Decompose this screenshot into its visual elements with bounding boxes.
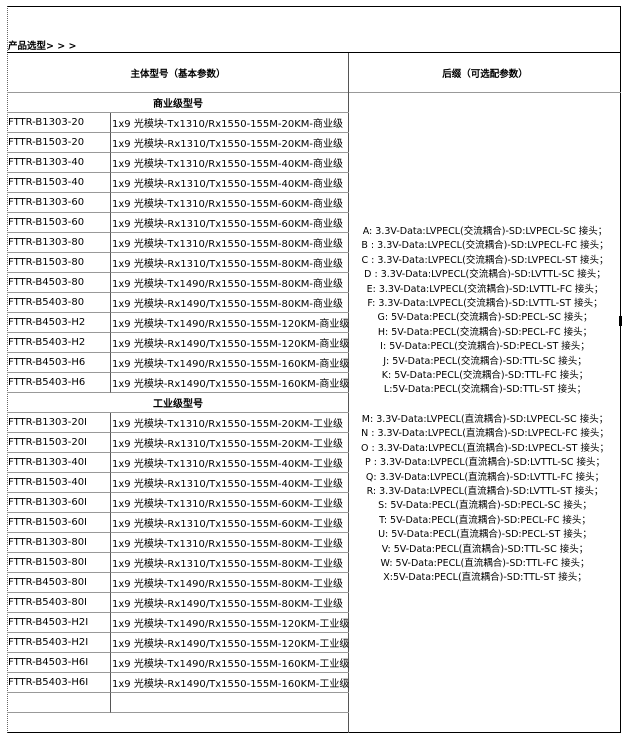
suffix-option: V: 5V-Data:PECL(直流耦合)-SD:TTL-SC 接头； — [381, 543, 589, 555]
cell-cursor — [619, 316, 622, 326]
model-cell[interactable]: FTTR-B1303-40I — [7, 453, 111, 473]
description-cell[interactable]: 1x9 光模块-Rx1490/Tx1550-155M-80KM-商业级 — [111, 293, 349, 313]
suffix-option: R: 3.3V-Data:LVPECL(直流耦合)-SD:LVTTL-ST 接头… — [366, 486, 604, 498]
column-divider — [348, 53, 349, 733]
model-cell[interactable]: FTTR-B4503-H6 — [7, 353, 111, 373]
model-cell[interactable]: FTTR-B1503-60 — [7, 213, 111, 233]
suffix-option: G: 5V-Data:PECL(交流耦合)-SD:PECL-SC 接头； — [377, 312, 593, 324]
model-cell[interactable]: FTTR-B1303-60 — [7, 193, 111, 213]
suffix-option: X:5V-Data:PECL(直流耦合)-SD:TTL-ST 接头； — [383, 572, 587, 584]
description-cell[interactable]: 1x9 光模块-Rx1310/Tx1550-155M-60KM-商业级 — [111, 213, 349, 233]
description-cell[interactable]: 1x9 光模块-Tx1490/Rx1550-155M-120KM-工业级 — [111, 613, 349, 633]
empty-cell[interactable] — [111, 693, 349, 713]
empty-cell[interactable] — [7, 693, 111, 713]
suffix-option: W: 5V-Data:PECL(直流耦合)-SD:TTL-FC 接头； — [380, 558, 590, 570]
model-cell[interactable]: FTTR-B1503-20 — [7, 133, 111, 153]
model-cell[interactable]: FTTR-B5403-80 — [7, 293, 111, 313]
model-cell[interactable]: FTTR-B1303-20I — [7, 413, 111, 433]
description-cell[interactable]: 1x9 光模块-Rx1310/Tx1550-155M-40KM-工业级 — [111, 473, 349, 493]
suffix-option: A: 3.3V-Data:LVPECL(交流耦合)-SD:LVPECL-SC 接… — [362, 226, 608, 237]
suffix-option: D : 3.3V-Data:LVPECL(交流耦合)-SD:LVTTL-SC 接… — [364, 269, 606, 281]
description-cell[interactable]: 1x9 光模块-Rx1490/Tx1550-155M-160KM-工业级 — [111, 673, 349, 693]
model-cell[interactable]: FTTR-B4503-80 — [7, 273, 111, 293]
suffix-option: U: 5V-Data:PECL(直流耦合)-SD:PECL-ST 接头； — [378, 529, 592, 541]
model-cell[interactable]: FTTR-B4503-80I — [7, 573, 111, 593]
model-cell[interactable]: FTTR-B5403-H6I — [7, 673, 111, 693]
model-cell[interactable]: FTTR-B4503-H2 — [7, 313, 111, 333]
description-cell[interactable]: 1x9 光模块-Rx1310/Tx1550-155M-80KM-工业级 — [111, 553, 349, 573]
suffix-option: O : 3.3V-Data:LVPECL(直流耦合)-SD:LVPECL-ST … — [361, 442, 609, 454]
suffix-option: E: 3.3V-Data:LVPECL(交流耦合)-SD:LVTTL-FC 接头… — [366, 283, 604, 295]
section-title: 产品选型> > > — [8, 41, 77, 52]
spreadsheet-frame — [7, 6, 621, 733]
model-cell[interactable]: FTTR-B1503-80 — [7, 253, 111, 273]
description-cell[interactable]: 1x9 光模块-Tx1310/Rx1550-155M-20KM-商业级 — [111, 113, 349, 133]
suffix-option: M: 3.3V-Data:LVPECL(直流耦合)-SD:LVPECL-SC 接… — [361, 414, 609, 425]
description-cell[interactable]: 1x9 光模块-Tx1310/Rx1550-155M-40KM-工业级 — [111, 453, 349, 473]
suffix-option: S: 5V-Data:PECL(直流耦合)-SD:PECL-SC 接头； — [378, 500, 592, 512]
description-cell[interactable]: 1x9 光模块-Rx1310/Tx1550-155M-40KM-商业级 — [111, 173, 349, 193]
model-cell[interactable]: FTTR-B5403-H6 — [7, 373, 111, 393]
suffix-option: H: 5V-Data:PECL(交流耦合)-SD:PECL-FC 接头； — [377, 326, 593, 338]
description-cell[interactable]: 1x9 光模块-Tx1310/Rx1550-155M-60KM-商业级 — [111, 193, 349, 213]
description-cell[interactable]: 1x9 光模块-Rx1310/Tx1550-155M-20KM-商业级 — [111, 133, 349, 153]
description-cell[interactable]: 1x9 光模块-Rx1490/Tx1550-155M-80KM-工业级 — [111, 593, 349, 613]
model-cell[interactable]: FTTR-B1303-60I — [7, 493, 111, 513]
description-cell[interactable]: 1x9 光模块-Tx1310/Rx1550-155M-80KM-工业级 — [111, 533, 349, 553]
description-cell[interactable]: 1x9 光模块-Tx1310/Rx1550-155M-60KM-工业级 — [111, 493, 349, 513]
commercial-group-label[interactable]: 商业级型号 — [7, 93, 349, 113]
model-cell[interactable]: FTTR-B1303-20 — [7, 113, 111, 133]
suffix-options-dc: M: 3.3V-Data:LVPECL(直流耦合)-SD:LVPECL-SC 接… — [349, 413, 621, 586]
description-cell[interactable]: 1x9 光模块-Tx1490/Rx1550-155M-80KM-商业级 — [111, 273, 349, 293]
model-cell[interactable]: FTTR-B1503-40 — [7, 173, 111, 193]
suffix-options-ac: A: 3.3V-Data:LVPECL(交流耦合)-SD:LVPECL-SC 接… — [349, 225, 621, 398]
description-cell[interactable]: 1x9 光模块-Rx1310/Tx1550-155M-60KM-工业级 — [111, 513, 349, 533]
description-cell[interactable]: 1x9 光模块-Tx1490/Rx1550-155M-160KM-工业级 — [111, 653, 349, 673]
suffix-option: Q: 3.3V-Data:LVPECL(直流耦合)-SD:LVTTL-FC 接头… — [365, 471, 605, 483]
model-cell[interactable]: FTTR-B1303-80 — [7, 233, 111, 253]
suffix-option: L:5V-Data:PECL(交流耦合)-SD:TTL-ST 接头； — [383, 384, 587, 396]
model-cell[interactable]: FTTR-B5403-H2 — [7, 333, 111, 353]
description-cell[interactable]: 1x9 光模块-Tx1490/Rx1550-155M-160KM-商业级 — [111, 353, 349, 373]
suffix-option: B : 3.3V-Data:LVPECL(交流耦合)-SD:LVPECL-FC … — [361, 240, 609, 252]
suffix-option: I: 5V-Data:PECL(交流耦合)-SD:PECL-ST 接头； — [380, 341, 590, 353]
model-cell[interactable]: FTTR-B1503-80I — [7, 553, 111, 573]
model-cell[interactable]: FTTR-B5403-H2I — [7, 633, 111, 653]
suffix-option: P : 3.3V-Data:LVPECL(直流耦合)-SD:LVTTL-SC 接… — [364, 457, 606, 469]
suffix-option: K: 5V-Data:PECL(交流耦合)-SD:TTL-FC 接头； — [381, 370, 589, 382]
description-cell[interactable]: 1x9 光模块-Rx1490/Tx1550-155M-160KM-商业级 — [111, 373, 349, 393]
suffix-option: F: 3.3V-Data:LVPECL(交流耦合)-SD:LVTTL-ST 接头… — [367, 298, 603, 310]
description-cell[interactable]: 1x9 光模块-Tx1490/Rx1550-155M-120KM-商业级 — [111, 313, 349, 333]
model-cell[interactable]: FTTR-B1503-60I — [7, 513, 111, 533]
model-cell[interactable]: FTTR-B1303-40 — [7, 153, 111, 173]
description-cell[interactable]: 1x9 光模块-Rx1490/Tx1550-155M-120KM-商业级 — [111, 333, 349, 353]
description-cell[interactable]: 1x9 光模块-Rx1490/Tx1550-155M-120KM-工业级 — [111, 633, 349, 653]
divider — [7, 52, 621, 53]
description-cell[interactable]: 1x9 光模块-Tx1310/Rx1550-155M-40KM-商业级 — [111, 153, 349, 173]
model-cell[interactable]: FTTR-B1503-40I — [7, 473, 111, 493]
model-cell[interactable]: FTTR-B4503-H2I — [7, 613, 111, 633]
suffix-option: T: 5V-Data:PECL(直流耦合)-SD:PECL-FC 接头； — [379, 514, 591, 526]
description-cell[interactable]: 1x9 光模块-Tx1310/Rx1550-155M-80KM-商业级 — [111, 233, 349, 253]
model-cell[interactable]: FTTR-B5403-80I — [7, 593, 111, 613]
model-cell[interactable]: FTTR-B4503-H6I — [7, 653, 111, 673]
description-cell[interactable]: 1x9 光模块-Rx1310/Tx1550-155M-20KM-工业级 — [111, 433, 349, 453]
suffix-option: N : 3.3V-Data:LVPECL(直流耦合)-SD:LVPECL-FC … — [361, 428, 609, 440]
model-cell[interactable]: FTTR-B1303-80I — [7, 533, 111, 553]
description-cell[interactable]: 1x9 光模块-Rx1310/Tx1550-155M-80KM-商业级 — [111, 253, 349, 273]
model-cell[interactable]: FTTR-B1503-20I — [7, 433, 111, 453]
description-cell[interactable]: 1x9 光模块-Tx1310/Rx1550-155M-20KM-工业级 — [111, 413, 349, 433]
suffix-header: 后缀（可选配参数） — [349, 53, 621, 93]
suffix-option: C : 3.3V-Data:LVPECL(交流耦合)-SD:LVPECL-ST … — [361, 254, 609, 266]
industrial-group-label[interactable]: 工业级型号 — [7, 393, 349, 413]
suffix-option: J: 5V-Data:PECL(交流耦合)-SD:TTL-SC 接头； — [383, 355, 587, 367]
description-cell[interactable]: 1x9 光模块-Tx1490/Rx1550-155M-80KM-工业级 — [111, 573, 349, 593]
main-model-header: 主体型号（基本参数） — [7, 53, 349, 93]
